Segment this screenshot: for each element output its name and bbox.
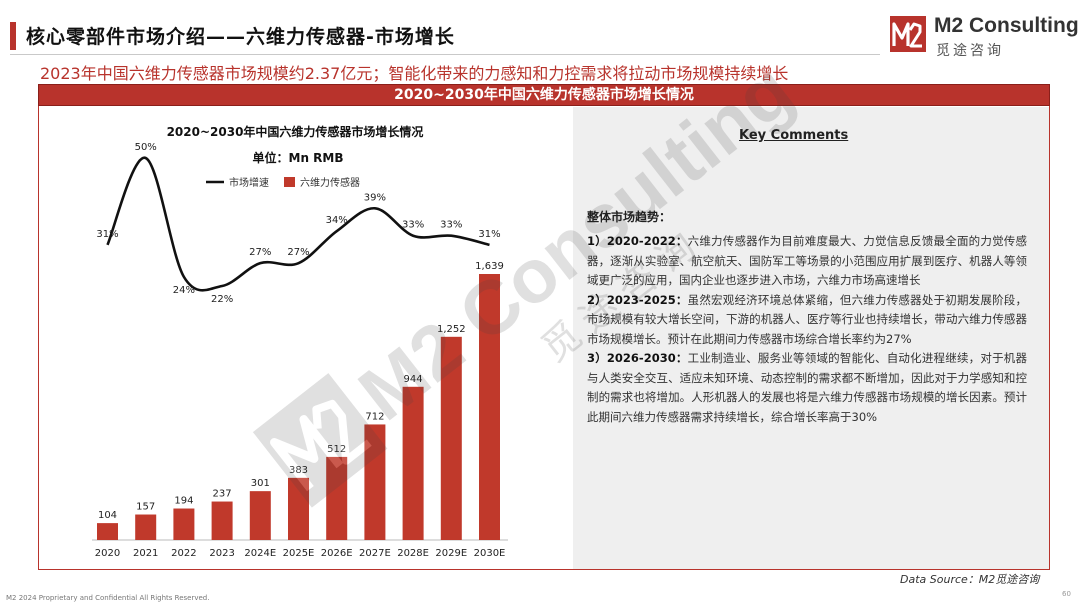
logo-name: M2 Consulting — [934, 14, 1079, 37]
growth-line-layer: 31% 50% 24% 22% 27% 27% 34% 39% 33% 33% 31% — [96, 142, 500, 305]
growth-rate-label: 22% — [211, 294, 233, 305]
bar-value-label: 104 — [98, 510, 117, 521]
bar — [479, 274, 500, 540]
title-accent-bar — [10, 22, 16, 50]
growth-rate-label: 33% — [440, 220, 462, 231]
x-tick-label: 2030E — [474, 548, 506, 559]
x-tick-label: 2023 — [209, 548, 234, 559]
legend-bar-label: 六维力传感器 — [300, 176, 360, 189]
legend-line-label: 市场增速 — [229, 176, 269, 189]
x-tick-label: 2027E — [359, 548, 391, 559]
bar-value-label: 512 — [327, 444, 346, 455]
growth-rate-label: 39% — [364, 192, 386, 203]
comment-text: 工业制造业、服务业等领域的智能化、自动化进程继续，对于机器与人类安全交互、适应未… — [587, 351, 1028, 424]
comment-item: 1）2020-2022：六维力传感器作为目前难度最大、力觉信息反馈最全面的力觉传… — [587, 232, 1027, 291]
x-tick-label: 2029E — [435, 548, 467, 559]
bar — [288, 477, 309, 540]
market-growth-chart: 2020~2030年中国六维力传感器市场增长情况 单位：Mn RMB 市场增速 … — [92, 124, 508, 559]
bar-value-label: 383 — [289, 465, 308, 476]
x-tick-label: 2025E — [283, 548, 315, 559]
bar-value-label: 944 — [404, 374, 423, 385]
comment-text: 六维力传感器作为目前难度最大、力觉信息反馈最全面的力觉传感器，逐渐从实验室、航空… — [587, 234, 1028, 287]
growth-rate-label: 31% — [478, 229, 500, 240]
comment-lead: 2）2023-2025： — [587, 292, 688, 307]
growth-rate-label: 27% — [249, 247, 271, 258]
comment-text: 虽然宏观经济环境总体紧缩，但六维力传感器处于初期发展阶段，市场规模有较大增长空间… — [587, 292, 1028, 346]
bar-value-label: 157 — [136, 502, 155, 513]
bar — [364, 424, 386, 540]
title-divider — [10, 54, 880, 55]
growth-rate-label: 27% — [287, 247, 309, 258]
x-tick-label: 2021 — [133, 548, 158, 559]
bar — [173, 508, 195, 540]
panel-header: 2020~2030年中国六维力传感器市场增长情况 — [38, 84, 1050, 106]
legend-bar-icon — [284, 177, 295, 187]
x-tick-label: 2026E — [321, 548, 353, 559]
comment-item: 2）2023-2025：虽然宏观经济环境总体紧缩，但六维力传感器处于初期发展阶段… — [587, 291, 1027, 350]
chart-title: 2020~2030年中国六维力传感器市场增长情况 — [167, 124, 424, 139]
x-tick-label: 2024E — [244, 548, 276, 559]
growth-rate-label: 34% — [326, 215, 348, 226]
company-logo: M2 Consulting 觅途咨询 — [886, 12, 1079, 60]
trend-label: 整体市场趋势： — [587, 210, 672, 224]
page-number: 60 — [1062, 590, 1071, 598]
x-tick-label: 2028E — [397, 548, 429, 559]
comments-list: 1）2020-2022：六维力传感器作为目前难度最大、力觉信息反馈最全面的力觉传… — [587, 232, 1027, 427]
x-tick-label: 2022 — [171, 548, 196, 559]
bar-value-label: 194 — [174, 496, 193, 507]
key-comments-title: Key Comments — [739, 128, 849, 143]
comment-item: 3）2026-2030：工业制造业、服务业等领域的智能化、自动化进程继续，对于机… — [587, 349, 1027, 427]
comments-background — [573, 107, 1049, 569]
x-tick-label: 2020 — [95, 548, 120, 559]
page-title: 核心零部件市场介绍——六维力传感器-市场增长 — [26, 26, 455, 48]
bar — [249, 491, 271, 540]
chart-legend: 市场增速 六维力传感器 — [206, 176, 360, 189]
logo-subtitle: 觅途咨询 — [936, 43, 1004, 59]
m2-logo-icon — [890, 16, 926, 52]
bar — [440, 336, 462, 540]
chart-unit-label: 单位：Mn RMB — [253, 150, 344, 165]
growth-line — [106, 156, 490, 292]
bar-value-label: 1,252 — [437, 324, 466, 335]
growth-rate-label: 33% — [402, 220, 424, 231]
copyright-footer: M2 2024 Proprietary and Confidential All… — [6, 594, 210, 602]
page-subtitle: 2023年中国六维力传感器市场规模约2.37亿元；智能化带来的力感知和力控需求将… — [40, 64, 789, 83]
bar — [97, 523, 118, 540]
bar-value-label: 237 — [213, 489, 232, 500]
growth-rate-label: 24% — [173, 285, 195, 296]
growth-rate-label: 50% — [135, 142, 157, 153]
bar — [135, 514, 157, 540]
bar-value-label: 1,639 — [475, 261, 504, 272]
bar — [211, 501, 233, 540]
growth-rate-label: 31% — [96, 229, 118, 240]
data-source: Data Source：M2觅途咨询 — [900, 573, 1040, 586]
comment-lead: 1）2020-2022： — [587, 234, 688, 248]
bar-value-label: 712 — [365, 411, 384, 422]
bar — [326, 456, 348, 540]
comment-lead: 3）2026-2030： — [587, 351, 688, 365]
bar — [402, 386, 424, 540]
bar-value-label: 301 — [251, 478, 270, 489]
bars-layer: 104 2020 157 2021 194 2022 237 2023 301 2024E 383 2… — [95, 261, 506, 559]
